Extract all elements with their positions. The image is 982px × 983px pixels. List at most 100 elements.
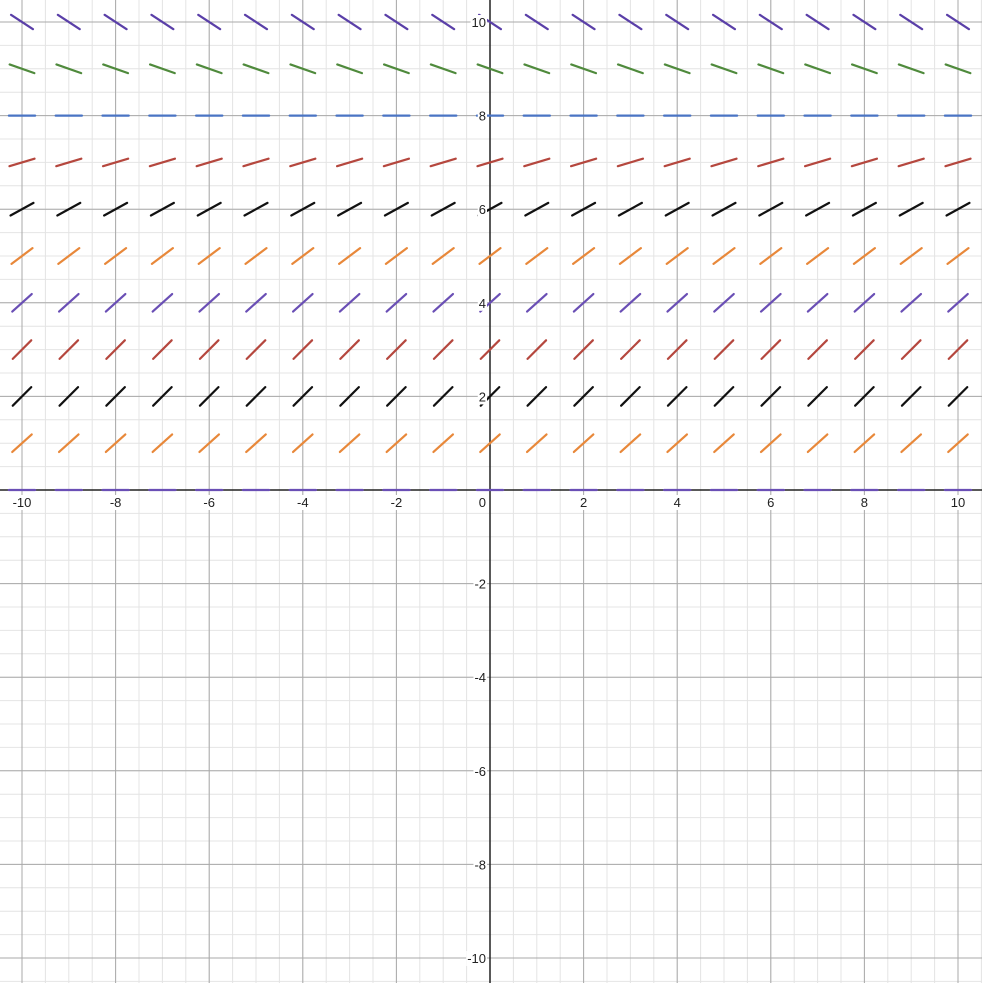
slope-segment <box>432 433 455 454</box>
slope-segment <box>712 247 736 265</box>
slope-segment <box>149 201 175 217</box>
tick-labels: -10 -8 -6 -4 -2 2 4 6 8 10 10 8 6 4 2 -2 -4 -6 -8 -10 0 <box>11 15 967 966</box>
slope-segment <box>336 63 364 75</box>
slope-segment <box>290 13 315 31</box>
slope-segment <box>10 247 34 265</box>
origin-label: 0 <box>479 495 486 510</box>
slope-segment <box>338 247 362 265</box>
y-tick-label: 8 <box>479 109 486 124</box>
slope-segment <box>710 63 738 75</box>
slope-segment <box>806 433 829 454</box>
slope-segment <box>805 201 831 217</box>
x-tick-label-bg <box>672 495 682 510</box>
slope-segment <box>58 386 80 407</box>
slope-segment <box>151 433 174 454</box>
x-tick-label-bg <box>859 495 870 510</box>
slope-segment <box>476 157 504 168</box>
slope-segment <box>290 201 316 217</box>
x-tick-label: 4 <box>674 495 681 510</box>
slope-segment <box>9 201 35 217</box>
x-tick-label-bg <box>11 495 33 510</box>
slope-segment <box>897 157 925 168</box>
slope-segment <box>852 13 877 31</box>
slope-segment <box>710 157 738 168</box>
slope-segment <box>803 157 832 168</box>
slope-segment <box>759 292 782 313</box>
slope-segment <box>620 339 641 360</box>
slope-segment <box>150 247 174 265</box>
slope-segment <box>8 63 36 75</box>
slope-segment <box>804 63 832 75</box>
slope-segment <box>386 339 407 360</box>
slope-segment <box>195 157 223 168</box>
slope-segment <box>197 13 222 31</box>
slope-segment <box>242 157 270 168</box>
slope-segment <box>713 292 735 313</box>
slope-segment <box>432 292 455 313</box>
slope-segment <box>713 433 735 454</box>
slope-segment <box>666 292 689 313</box>
x-tick-label: -10 <box>13 495 32 510</box>
y-tick-label-bg <box>473 670 487 686</box>
slope-segment <box>476 63 504 75</box>
slope-segment <box>806 292 829 313</box>
slope-segment <box>244 247 268 265</box>
y-tick-label-bg <box>477 389 487 405</box>
slope-segment <box>57 292 80 313</box>
slope-segment <box>478 247 502 265</box>
slope-segment <box>104 433 127 454</box>
x-tick-label: -4 <box>297 495 309 510</box>
slope-segment <box>55 157 83 168</box>
slope-segment <box>292 339 314 360</box>
slope-segment <box>900 433 923 454</box>
slope-segment <box>9 13 35 31</box>
slope-segment <box>807 339 828 360</box>
origin-label-bg <box>477 495 487 510</box>
slope-segment <box>758 13 783 31</box>
slope-segment <box>900 292 923 313</box>
y-tick-label-bg <box>477 295 487 311</box>
slope-segment <box>339 386 360 407</box>
x-tick-label: -6 <box>203 495 215 510</box>
slope-segment <box>382 63 410 75</box>
slope-segment <box>711 13 737 31</box>
slope-segment <box>757 63 785 75</box>
slope-segment <box>618 247 642 265</box>
slope-segment <box>429 157 457 168</box>
slope-segment <box>57 247 81 265</box>
slope-segment <box>289 63 317 75</box>
slope-segment <box>711 201 737 217</box>
slope-segments <box>7 13 973 492</box>
slope-segment <box>945 201 971 217</box>
slope-segment <box>11 339 33 360</box>
slope-segment <box>8 157 36 168</box>
slope-segment <box>338 292 361 313</box>
slope-segment <box>571 13 596 31</box>
slope-segment <box>525 247 549 265</box>
slope-segment <box>431 13 456 31</box>
slope-segment <box>198 292 221 313</box>
slope-segment <box>666 386 688 407</box>
slope-segment <box>242 63 270 75</box>
slope-segment <box>382 157 411 168</box>
slope-segment <box>101 157 130 168</box>
slope-segment <box>525 433 548 454</box>
slope-segment <box>292 386 314 407</box>
slope-segment <box>617 201 643 217</box>
slope-segment <box>148 157 177 168</box>
slope-segment <box>947 433 969 454</box>
x-tick-label-bg <box>108 495 123 510</box>
slope-segment <box>572 292 595 313</box>
slope-segment <box>152 339 173 360</box>
slope-segment <box>150 13 175 31</box>
slope-segment <box>384 247 408 265</box>
x-tick-label: -2 <box>391 495 403 510</box>
slope-segment <box>760 386 782 407</box>
slope-segment <box>947 386 969 407</box>
x-tick-label: 2 <box>580 495 587 510</box>
slope-segment <box>573 339 594 360</box>
slope-segment <box>102 63 130 75</box>
slope-segment <box>619 433 642 454</box>
x-tick-label: 10 <box>951 495 965 510</box>
